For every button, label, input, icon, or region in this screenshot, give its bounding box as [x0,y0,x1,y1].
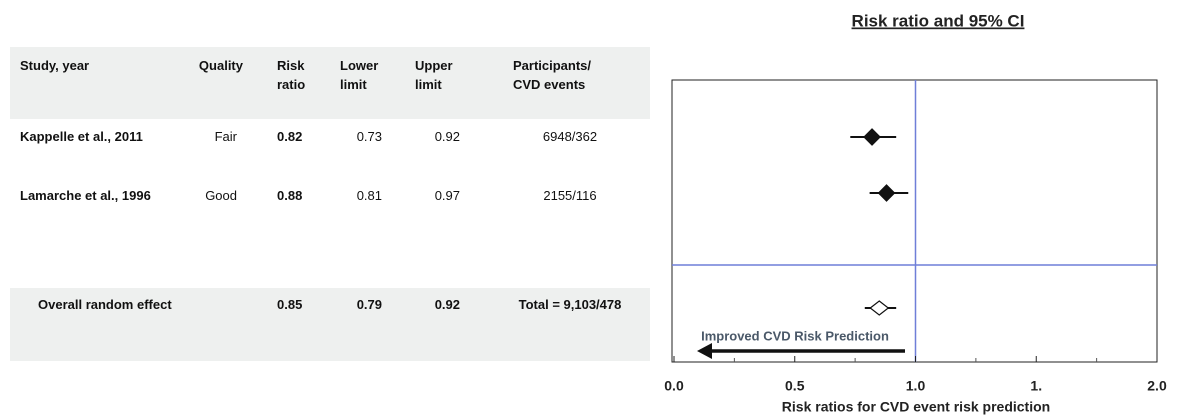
chart-title: Risk ratio and 95% CI [852,11,1025,30]
summary-cell: 0.85 [277,297,303,312]
annotation: Improved CVD Risk Prediction [701,328,889,343]
table-cell: 0.82 [277,129,303,144]
column-header: Study, year [20,58,90,73]
column-header: Upper limit [415,58,453,92]
summary-cell: 0.92 [434,297,460,312]
table-cell: Kappelle et al., 2011 [20,129,143,144]
table-cell: 0.88 [277,188,303,203]
table-cell: Good [205,188,237,203]
estimate-diamond [863,128,881,146]
plot-frame [671,79,1158,363]
column-header: Quality [198,58,243,73]
summary-band [10,288,650,361]
arrow-head [697,343,712,359]
x-tick-label: 1. [1030,378,1042,394]
header-band [10,47,650,119]
x-tick-label: 2.0 [1147,378,1167,394]
summary-cell: 0.79 [356,297,382,312]
summary-diamond [869,300,890,316]
table-cell: 0.73 [356,129,382,144]
column-header: Risk ratio [277,58,306,92]
x-tick-label: 1.0 [906,378,926,394]
table-cell: Fair [214,129,237,144]
table-cell: 0.81 [356,188,382,203]
x-tick-label: 0.0 [664,378,684,394]
estimate-diamond [877,184,896,202]
column-header: Lower limit [340,58,379,92]
summary-cell: Total = 9,103/478 [518,297,622,312]
table-cell: 6948/362 [542,129,598,144]
table-cell: Lamarche et al., 1996 [20,188,151,203]
x-axis-label: Risk ratios for CVD event risk predictio… [782,399,1050,415]
column-header: Participants/ CVD events [513,58,592,92]
summary-cell: Overall random effect [38,297,172,312]
x-tick-label: 0.5 [785,378,805,394]
table-cell: 2155/116 [543,188,597,203]
table-cell: 0.92 [434,129,460,144]
table-cell: 0.97 [434,188,460,203]
